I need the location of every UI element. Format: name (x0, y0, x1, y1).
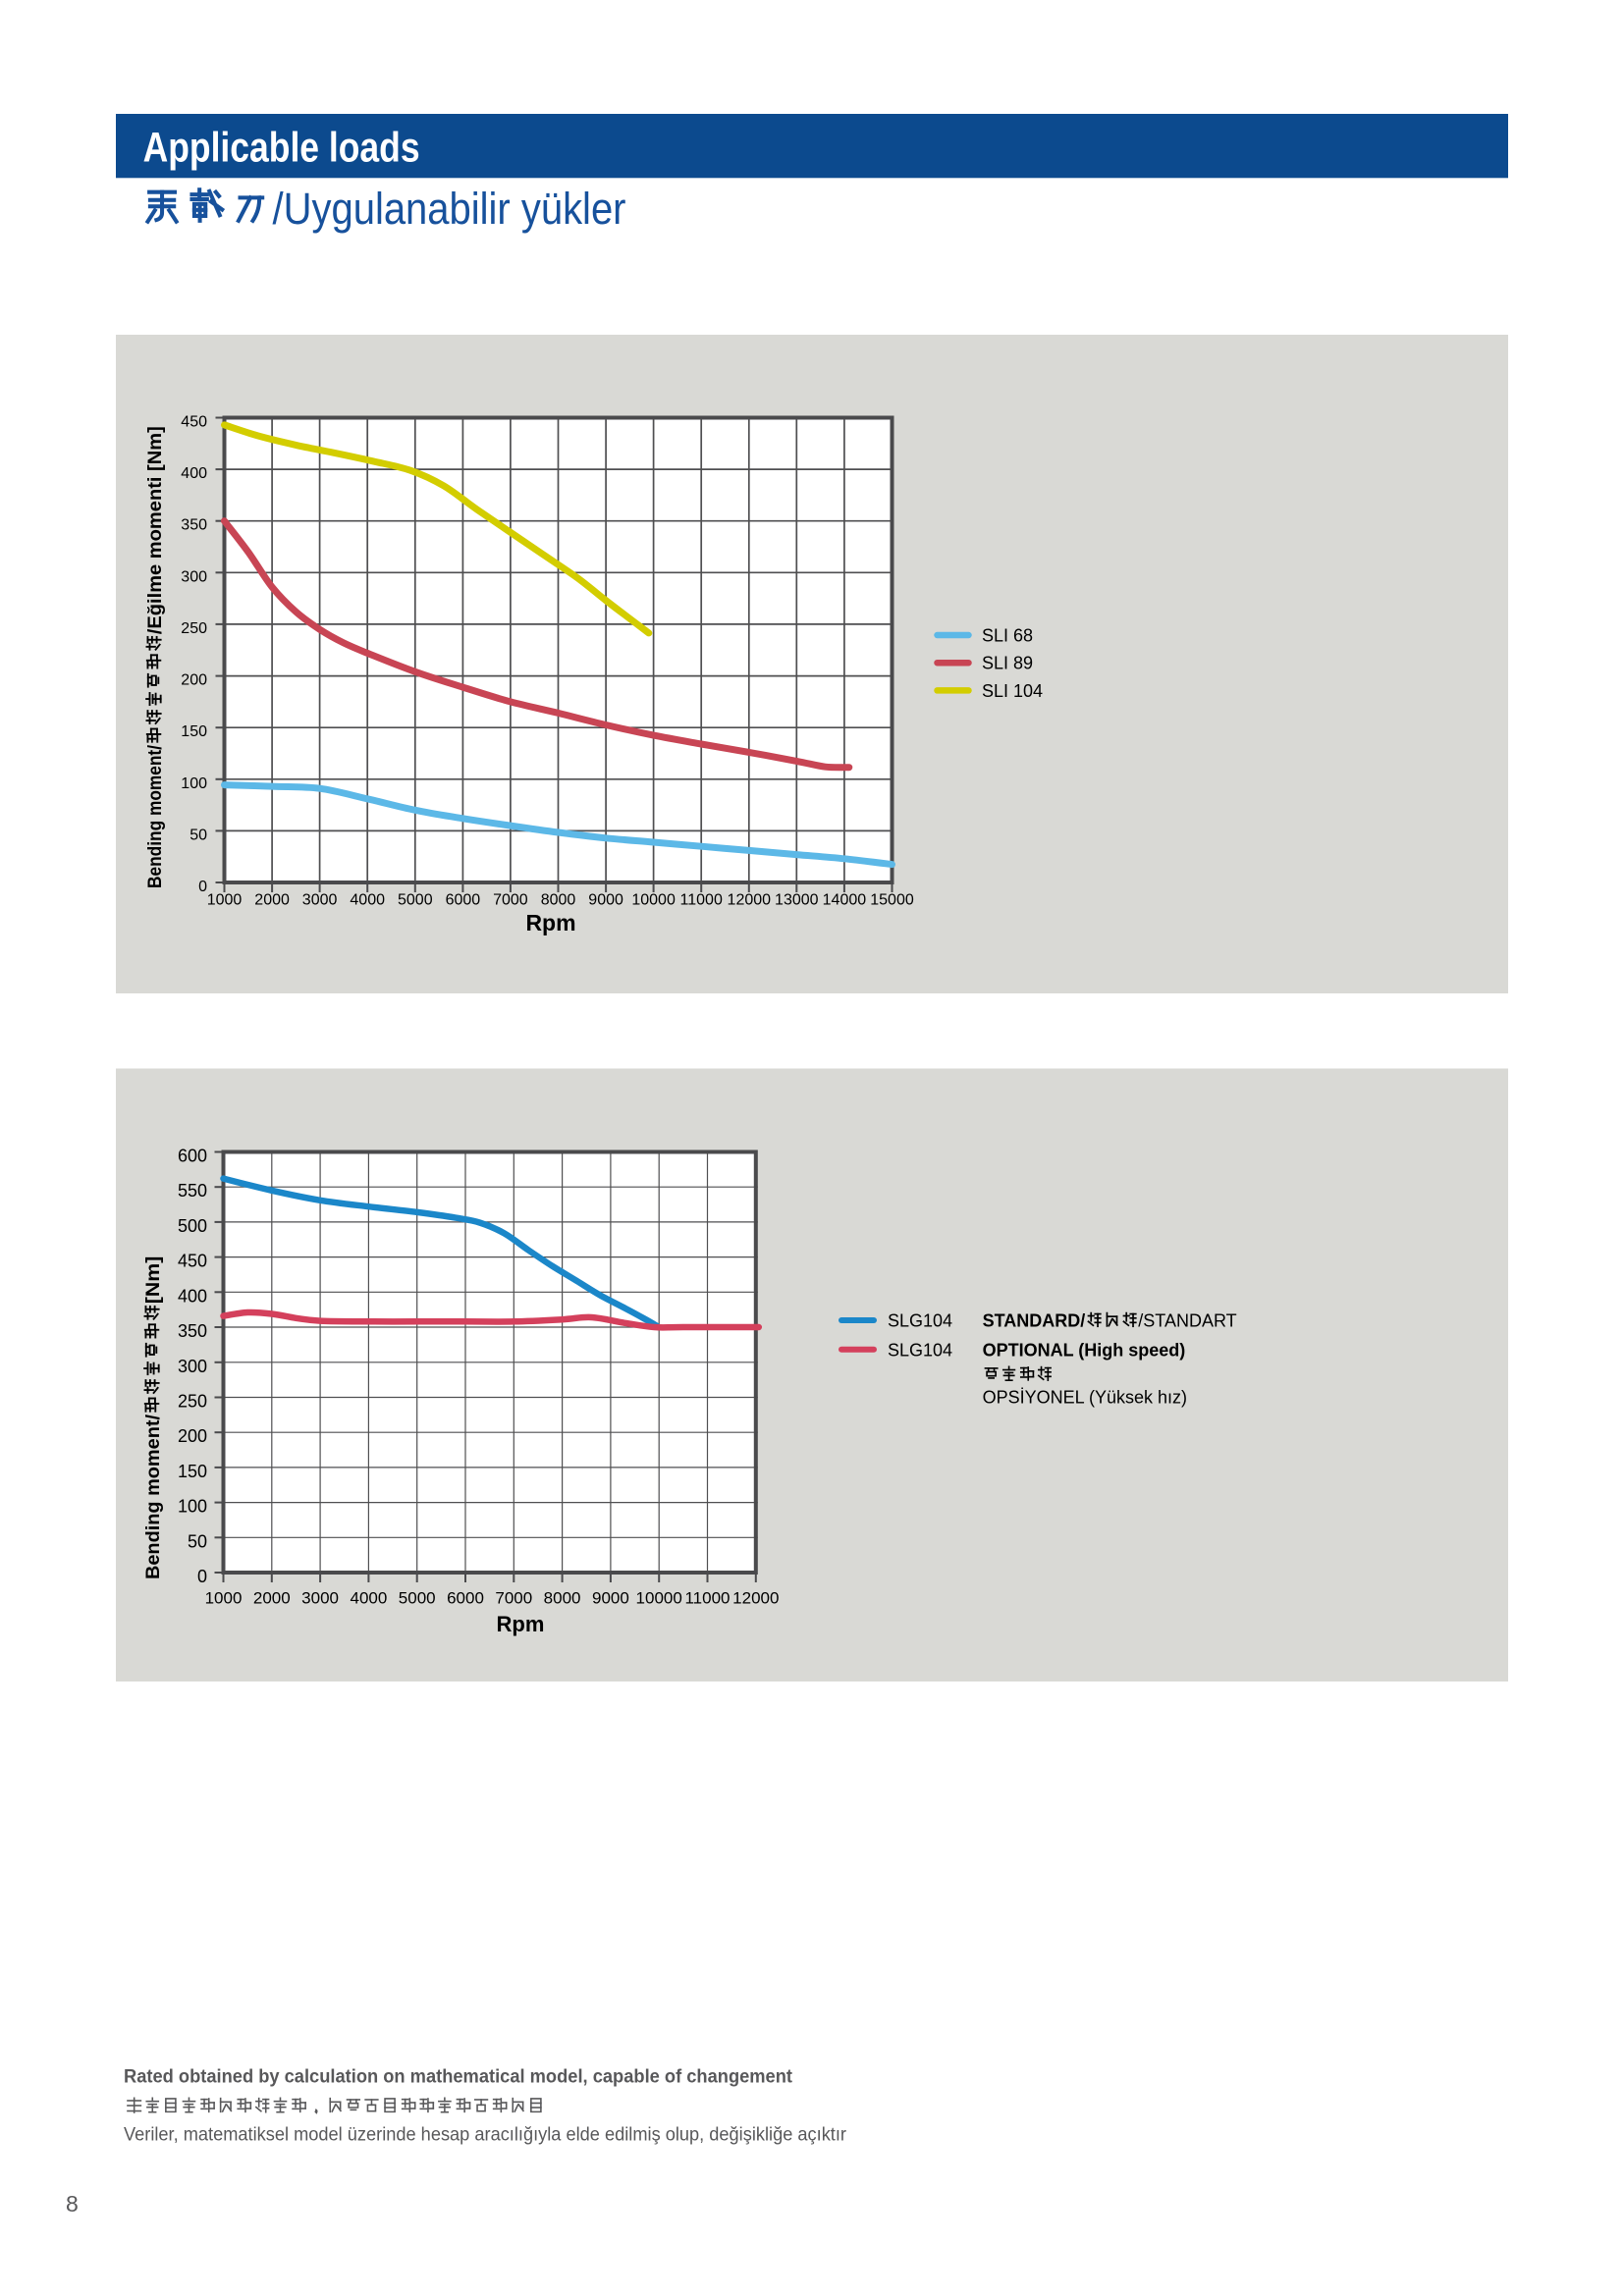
svg-text:14000: 14000 (823, 892, 867, 909)
svg-text:SLI 89: SLI 89 (982, 654, 1033, 673)
svg-text:350: 350 (178, 1321, 207, 1341)
svg-text:600: 600 (178, 1147, 207, 1166)
svg-text:550: 550 (178, 1181, 207, 1201)
svg-text:Rated obtained by calculation: Rated obtained by calculation on mathema… (124, 2066, 792, 2088)
svg-text:15000: 15000 (870, 892, 914, 909)
svg-text:400: 400 (181, 465, 207, 482)
svg-text:100: 100 (181, 775, 207, 792)
svg-text:450: 450 (181, 414, 207, 431)
svg-text:Rpm: Rpm (525, 910, 575, 935)
svg-text:200: 200 (181, 672, 207, 689)
svg-text:4000: 4000 (350, 892, 385, 909)
svg-text:6000: 6000 (446, 892, 481, 909)
svg-text:11000: 11000 (680, 892, 723, 909)
svg-text:0: 0 (198, 879, 207, 895)
svg-text:/STANDART: /STANDART (1138, 1311, 1236, 1331)
svg-text:300: 300 (181, 568, 207, 585)
svg-text:200: 200 (178, 1426, 207, 1446)
svg-text:SLI 104: SLI 104 (982, 681, 1043, 701)
svg-text:300: 300 (178, 1357, 207, 1376)
svg-text:7000: 7000 (495, 1589, 532, 1608)
svg-text:Applicable loads: Applicable loads (143, 125, 420, 172)
svg-text:1000: 1000 (205, 1589, 243, 1608)
svg-text:150: 150 (181, 723, 207, 740)
svg-text:12000: 12000 (732, 1589, 779, 1608)
svg-text:250: 250 (181, 620, 207, 637)
svg-text:9000: 9000 (592, 1589, 629, 1608)
svg-text:8: 8 (66, 2191, 79, 2216)
svg-text:5000: 5000 (399, 1589, 436, 1608)
svg-text:6000: 6000 (447, 1589, 484, 1608)
svg-text:2000: 2000 (253, 1589, 291, 1608)
svg-text:11000: 11000 (684, 1589, 730, 1608)
svg-text:500: 500 (178, 1216, 207, 1236)
svg-text:5000: 5000 (398, 892, 433, 909)
svg-text:3000: 3000 (302, 892, 338, 909)
svg-text:450: 450 (178, 1252, 207, 1271)
svg-text:/Eğilme momenti [Nm]: /Eğilme momenti [Nm] (144, 426, 166, 634)
svg-text:250: 250 (178, 1392, 207, 1412)
svg-text:50: 50 (189, 827, 207, 843)
svg-text:Veriler, matematiksel model üz: Veriler, matematiksel model üzerinde hes… (124, 2124, 846, 2146)
svg-text:10000: 10000 (631, 892, 676, 909)
svg-text:1000: 1000 (207, 892, 243, 909)
svg-text:9000: 9000 (588, 892, 623, 909)
svg-text:7000: 7000 (493, 892, 528, 909)
svg-text:12000: 12000 (728, 892, 772, 909)
svg-text:SLG104: SLG104 (888, 1311, 952, 1331)
svg-text:3000: 3000 (301, 1589, 339, 1608)
svg-text:OPSİYONEL (Yüksek hız): OPSİYONEL (Yüksek hız) (983, 1388, 1187, 1408)
svg-text:Bending moment/: Bending moment/ (144, 744, 166, 888)
svg-text:Bending moment/: Bending moment/ (142, 1414, 164, 1579)
svg-text:2000: 2000 (254, 892, 290, 909)
svg-text:10000: 10000 (636, 1589, 682, 1608)
svg-text:STANDARD/: STANDARD/ (983, 1311, 1086, 1331)
svg-text:0: 0 (197, 1567, 207, 1586)
svg-text:[Nm]: [Nm] (142, 1256, 164, 1305)
svg-text:350: 350 (181, 517, 207, 534)
svg-text:50: 50 (188, 1531, 207, 1551)
svg-text:8000: 8000 (541, 892, 576, 909)
svg-text:Rpm: Rpm (497, 1612, 545, 1636)
svg-text:/Uygulanabilir yükler: /Uygulanabilir yükler (273, 184, 626, 234)
svg-text:13000: 13000 (775, 892, 819, 909)
svg-text:150: 150 (178, 1462, 207, 1481)
svg-text:8000: 8000 (544, 1589, 581, 1608)
svg-text:OPTIONAL (High speed): OPTIONAL (High speed) (983, 1340, 1186, 1360)
svg-text:4000: 4000 (350, 1589, 387, 1608)
svg-text:100: 100 (178, 1497, 207, 1517)
svg-text:400: 400 (178, 1286, 207, 1306)
svg-text:SLI 68: SLI 68 (982, 626, 1033, 646)
svg-text:SLG104: SLG104 (888, 1340, 952, 1360)
